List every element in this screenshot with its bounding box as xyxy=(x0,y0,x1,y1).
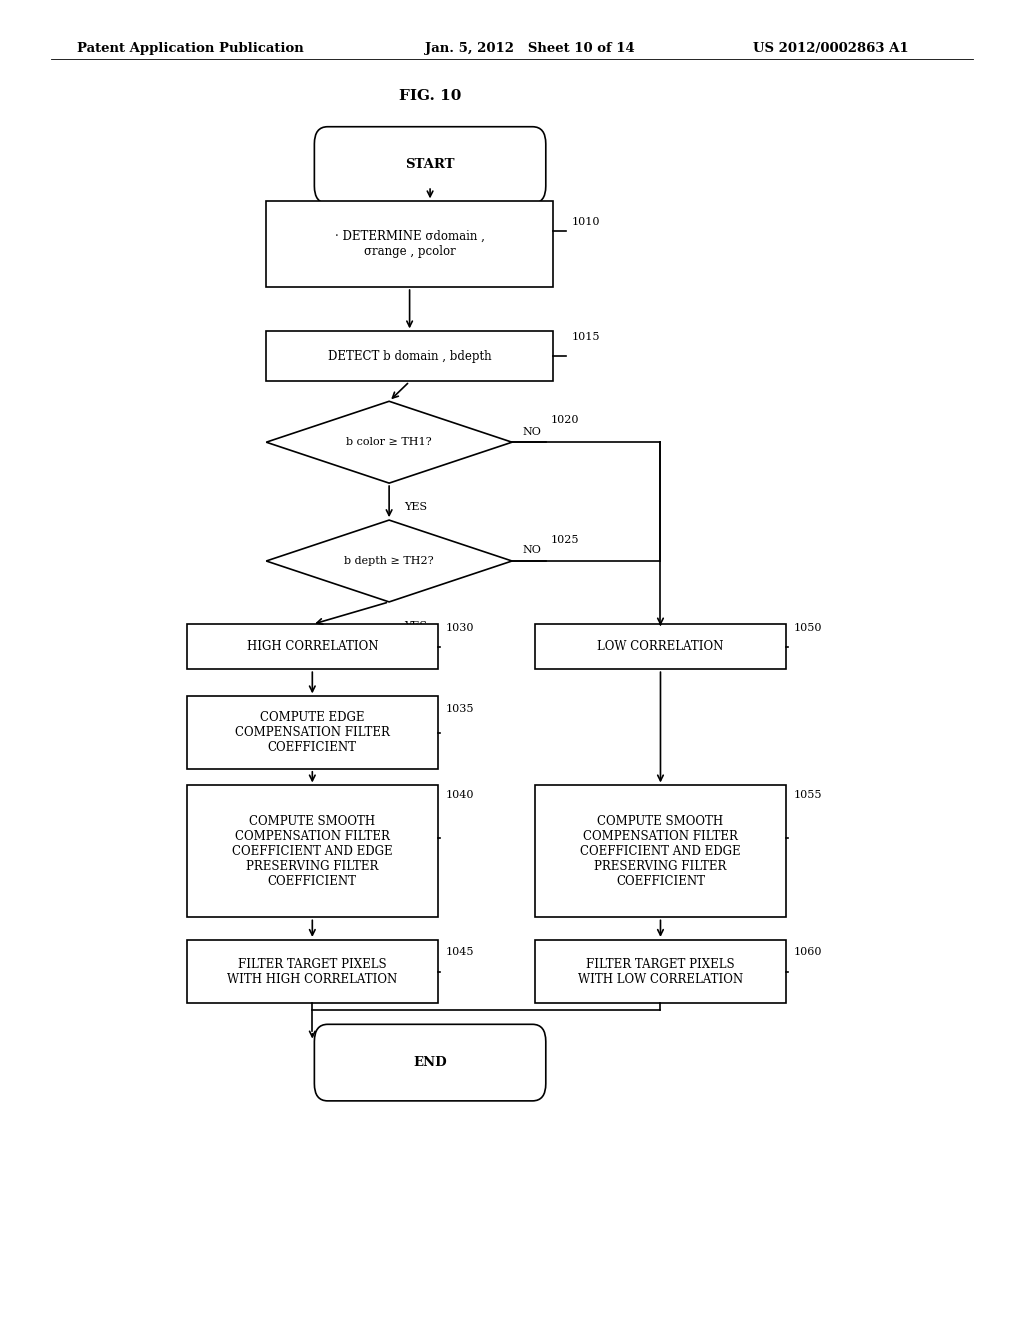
Text: 1040: 1040 xyxy=(445,789,474,800)
Text: 1015: 1015 xyxy=(571,331,600,342)
Text: FIG. 10: FIG. 10 xyxy=(399,90,461,103)
Text: Jan. 5, 2012   Sheet 10 of 14: Jan. 5, 2012 Sheet 10 of 14 xyxy=(425,42,635,55)
Text: 1060: 1060 xyxy=(794,946,822,957)
Text: 1010: 1010 xyxy=(571,216,600,227)
FancyBboxPatch shape xyxy=(266,202,553,288)
FancyBboxPatch shape xyxy=(186,697,438,768)
Text: YES: YES xyxy=(404,620,428,631)
Text: 1025: 1025 xyxy=(551,535,580,545)
Text: FILTER TARGET PIXELS
WITH LOW CORRELATION: FILTER TARGET PIXELS WITH LOW CORRELATIO… xyxy=(578,957,743,986)
FancyBboxPatch shape xyxy=(535,940,786,1003)
Text: HIGH CORRELATION: HIGH CORRELATION xyxy=(247,640,378,653)
FancyBboxPatch shape xyxy=(535,785,786,917)
Text: END: END xyxy=(414,1056,446,1069)
Text: 1035: 1035 xyxy=(445,704,474,714)
Text: NO: NO xyxy=(522,545,541,556)
Text: US 2012/0002863 A1: US 2012/0002863 A1 xyxy=(753,42,908,55)
Text: COMPUTE EDGE
COMPENSATION FILTER
COEFFICIENT: COMPUTE EDGE COMPENSATION FILTER COEFFIC… xyxy=(234,711,390,754)
Text: DETECT b domain , bdepth: DETECT b domain , bdepth xyxy=(328,350,492,363)
Text: 1020: 1020 xyxy=(551,414,580,425)
FancyBboxPatch shape xyxy=(314,127,546,203)
Text: b depth ≥ TH2?: b depth ≥ TH2? xyxy=(344,556,434,566)
Text: COMPUTE SMOOTH
COMPENSATION FILTER
COEFFICIENT AND EDGE
PRESERVING FILTER
COEFFI: COMPUTE SMOOTH COMPENSATION FILTER COEFF… xyxy=(232,814,392,888)
Text: START: START xyxy=(406,158,455,172)
FancyBboxPatch shape xyxy=(266,331,553,381)
FancyBboxPatch shape xyxy=(186,785,438,917)
Text: LOW CORRELATION: LOW CORRELATION xyxy=(597,640,724,653)
Text: 1050: 1050 xyxy=(794,623,822,634)
Text: FILTER TARGET PIXELS
WITH HIGH CORRELATION: FILTER TARGET PIXELS WITH HIGH CORRELATI… xyxy=(227,957,397,986)
Text: NO: NO xyxy=(522,426,541,437)
FancyBboxPatch shape xyxy=(186,940,438,1003)
FancyBboxPatch shape xyxy=(186,624,438,669)
Polygon shape xyxy=(266,520,512,602)
FancyBboxPatch shape xyxy=(535,624,786,669)
Text: b color ≥ TH1?: b color ≥ TH1? xyxy=(346,437,432,447)
Text: 1045: 1045 xyxy=(445,946,474,957)
Text: 1030: 1030 xyxy=(445,623,474,634)
Polygon shape xyxy=(266,401,512,483)
Text: · DETERMINE σdomain ,
σrange , pcolor: · DETERMINE σdomain , σrange , pcolor xyxy=(335,230,484,259)
Text: 1055: 1055 xyxy=(794,789,822,800)
Text: YES: YES xyxy=(404,502,428,512)
Text: COMPUTE SMOOTH
COMPENSATION FILTER
COEFFICIENT AND EDGE
PRESERVING FILTER
COEFFI: COMPUTE SMOOTH COMPENSATION FILTER COEFF… xyxy=(581,814,740,888)
FancyBboxPatch shape xyxy=(314,1024,546,1101)
Text: Patent Application Publication: Patent Application Publication xyxy=(77,42,303,55)
